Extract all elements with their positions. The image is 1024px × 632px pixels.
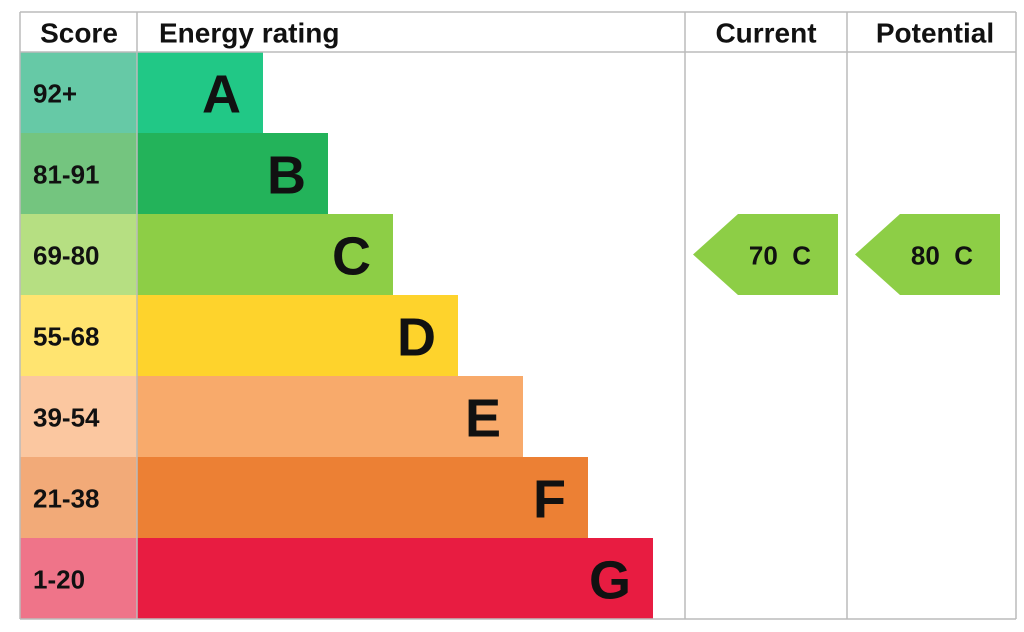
score-cell (20, 133, 137, 214)
current-score: 70 (749, 241, 778, 271)
score-cell (20, 457, 137, 538)
score-label: 55-68 (33, 322, 100, 352)
rating-bar (137, 457, 588, 538)
rating-letter: G (589, 551, 631, 611)
current-label: 70 C (749, 241, 811, 271)
rating-bar (137, 376, 523, 457)
header-potential: Potential (876, 18, 994, 49)
potential-rating: C (954, 241, 973, 271)
header-score: Score (40, 18, 118, 49)
rating-letter: F (533, 470, 566, 530)
potential-label: 80 C (911, 241, 973, 271)
rating-letter: B (267, 146, 306, 206)
score-cell (20, 538, 137, 619)
score-cell (20, 376, 137, 457)
header-current: Current (715, 18, 816, 49)
score-cell (20, 214, 137, 295)
rating-bar (137, 214, 393, 295)
rating-bar (137, 133, 328, 214)
score-label: 39-54 (33, 403, 100, 433)
rating-bar (137, 295, 458, 376)
score-cell (20, 295, 137, 376)
score-label: 81-91 (33, 160, 100, 190)
score-label: 21-38 (33, 484, 100, 514)
score-label: 69-80 (33, 241, 100, 271)
rating-letter: C (332, 227, 371, 287)
score-label: 1-20 (33, 565, 85, 595)
rating-letter: A (202, 65, 241, 125)
rating-letter: D (397, 308, 436, 368)
header-energy-rating: Energy rating (159, 18, 339, 49)
current-arrow (693, 214, 838, 295)
potential-arrow (855, 214, 1000, 295)
potential-score: 80 (911, 241, 940, 271)
current-rating: C (792, 241, 811, 271)
rating-bar (137, 52, 263, 133)
score-label: 92+ (33, 79, 77, 109)
score-cell (20, 52, 137, 133)
rating-letter: E (465, 389, 501, 449)
rating-bar (137, 538, 653, 619)
